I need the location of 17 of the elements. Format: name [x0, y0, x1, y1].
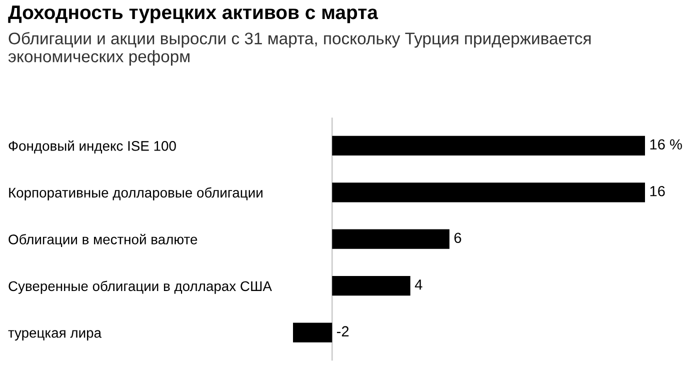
data-label: 4: [414, 280, 422, 290]
y-tick-label: Корпоративные долларовые облигации: [9, 187, 262, 200]
data-label: 6: [454, 232, 462, 244]
chart-title: Доходность турецких активов с марта: [8, 6, 378, 24]
bar: [332, 182, 645, 202]
data-label: 16: [650, 186, 665, 196]
bar: [293, 322, 332, 342]
y-tick-label: турецкая лира: [8, 330, 102, 341]
y-tick-label: Фондовый индекс ISE 100: [8, 140, 176, 154]
bar: [332, 276, 410, 296]
data-label: -2: [336, 326, 349, 336]
data-label: 16 %: [650, 139, 682, 150]
chart-subtitle: Облигации и акции выросли с 31 марта, поскольку Турция придерживается экономических реформ: [8, 32, 591, 66]
y-tick-label: Облигации в местной валюте: [8, 234, 198, 247]
bar: [332, 136, 645, 156]
y-tick-label: Суверенные облигации в долларах США: [8, 280, 272, 294]
bar: [332, 229, 450, 249]
